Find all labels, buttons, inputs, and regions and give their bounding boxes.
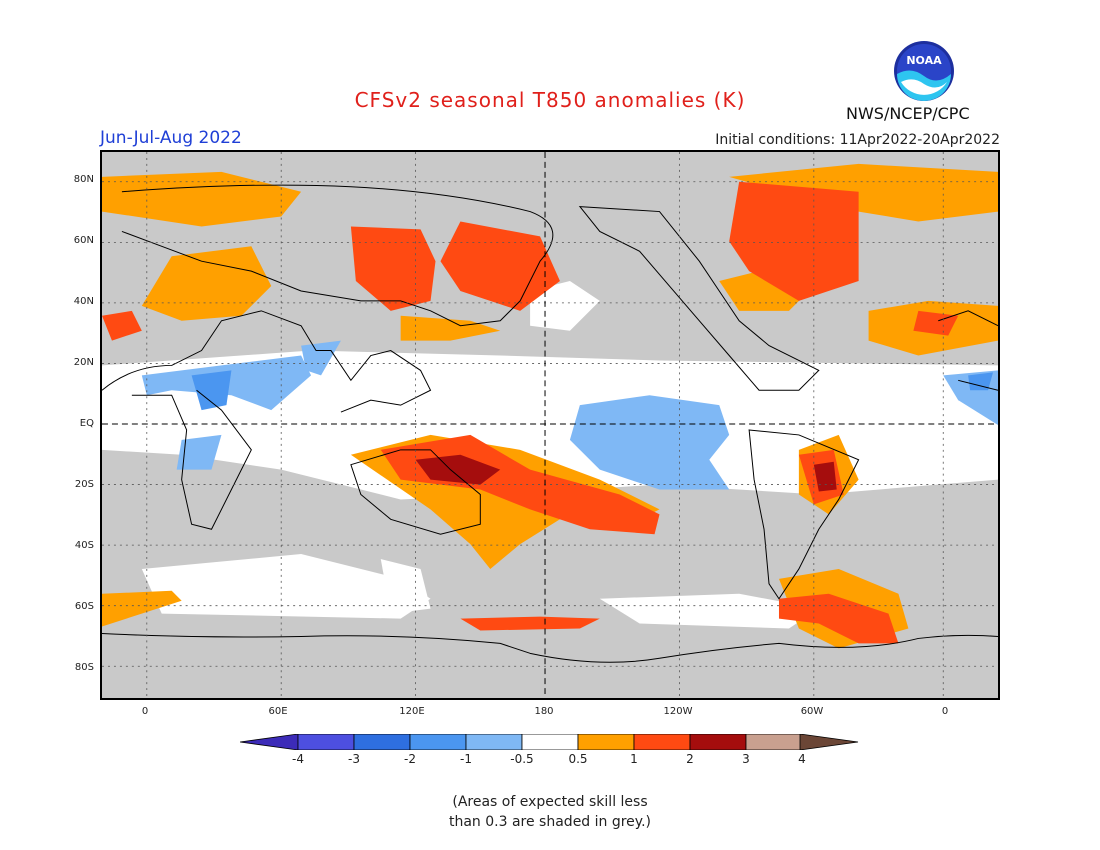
lat-label-eq: EQ (79, 418, 94, 429)
dark-red-anomaly-regions (415, 454, 837, 492)
lat-label-20n: 20N (73, 357, 94, 368)
colorbar-segment (745, 734, 803, 750)
neutral-regions (102, 281, 998, 629)
lon-label-60w: 60W (800, 706, 824, 717)
colorbar-label: -2 (404, 752, 416, 766)
lon-label-120e: 120E (399, 706, 425, 717)
lat-label-20s: 20S (74, 479, 94, 490)
lat-label-80n: 80N (73, 174, 94, 185)
noaa-logo: NOAA (894, 41, 954, 101)
colorbar-segment (465, 734, 523, 750)
initial-conditions-label: Initial conditions: 11Apr2022-20Apr2022 (715, 132, 1000, 148)
logo-text: NOAA (906, 54, 942, 67)
colorbar-segment (633, 734, 691, 750)
anomaly-map (100, 150, 1000, 700)
colorbar-label: 3 (742, 752, 750, 766)
season-label: Jun-Jul-Aug 2022 (100, 128, 242, 148)
colorbar-segment (689, 734, 747, 750)
agency-label: NWS/NCEP/CPC (846, 104, 970, 123)
lat-label-60s: 60S (74, 601, 94, 612)
skill-note: (Areas of expected skill less than 0.3 a… (0, 792, 1100, 832)
lon-label-60e: 60E (268, 706, 288, 717)
colorbar-label: -1 (460, 752, 472, 766)
colorbar-label: 4 (798, 752, 806, 766)
skill-note-line: than 0.3 are shaded in grey.) (448, 814, 651, 830)
colorbar-label: -3 (348, 752, 360, 766)
colorbar-segment (409, 734, 467, 750)
lon-label-0: 0 (141, 706, 149, 717)
lon-label-120w: 120W (663, 706, 693, 717)
colorbar-label: 2 (686, 752, 694, 766)
map-title: CFSv2 seasonal T850 anomalies (K) (354, 88, 746, 112)
colorbar-segment (297, 734, 355, 750)
colorbar-segment (521, 734, 579, 750)
colorbar-label: -0.5 (510, 752, 534, 766)
lon-label-180: 180 (534, 706, 554, 717)
colorbar-segment-max (799, 734, 859, 750)
colorbar (240, 734, 859, 750)
lon-label-0-east: 0 (941, 706, 949, 717)
colorbar-label: 0.5 (568, 752, 588, 766)
colorbar-segment-min (240, 734, 299, 750)
gridlines (102, 152, 998, 698)
mid-blue-anomaly-regions (191, 370, 994, 411)
skill-note-line: (Areas of expected skill less (452, 794, 648, 810)
colorbar-segment (577, 734, 635, 750)
colorbar-segment (353, 734, 411, 750)
equator-dateline (102, 152, 998, 698)
colorbar-label: -4 (292, 752, 304, 766)
colorbar-label: 1 (630, 752, 638, 766)
lat-label-60n: 60N (73, 235, 94, 246)
lat-label-80s: 80S (74, 662, 94, 673)
lat-label-40s: 40S (74, 540, 94, 551)
lat-label-40n: 40N (73, 296, 94, 307)
